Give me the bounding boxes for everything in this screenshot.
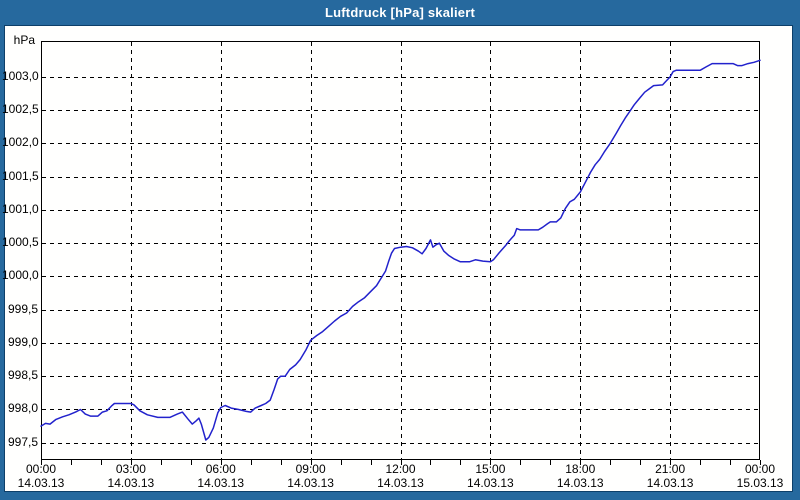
x-tick-time: 21:00: [655, 462, 686, 476]
x-tick-date: 14.03.13: [646, 475, 694, 490]
x-tick-label: 15:00 14.03.13: [458, 462, 522, 490]
x-tick-time: 18:00: [565, 462, 596, 476]
x-tick-label: 06:00 14.03.13: [189, 462, 253, 490]
chart-panel: [4, 25, 793, 492]
y-tick-label: 998,5: [7, 368, 38, 383]
x-tick-time: 12:00: [385, 462, 416, 476]
axis-box: [41, 41, 760, 460]
y-axis-unit-label: hPa: [13, 33, 35, 47]
x-tick-label: 18:00 14.03.13: [548, 462, 612, 490]
window-title: Luftdruck [hPa] skaliert: [325, 5, 475, 20]
y-tick-label: 999,5: [7, 301, 38, 316]
x-tick-time: 15:00: [475, 462, 506, 476]
x-tick-label: 09:00 14.03.13: [279, 462, 343, 490]
y-tick-label: 999,0: [7, 334, 38, 349]
pressure-series-line: [40, 59, 761, 441]
x-tick-date: 14.03.13: [377, 475, 424, 490]
x-tick-date: 14.03.13: [197, 475, 245, 490]
x-tick-label: 00:00 14.03.13: [9, 462, 73, 490]
x-tick-date: 14.03.13: [17, 475, 65, 490]
y-tick-label: 997,5: [7, 434, 38, 449]
y-tick-label: 1000,5: [2, 235, 39, 250]
x-tick-label: 03:00 14.03.13: [99, 462, 163, 490]
x-tick-label: 21:00 14.03.13: [638, 462, 702, 490]
x-tick-label: 12:00 14.03.13: [369, 462, 433, 490]
x-tick-date: 14.03.13: [467, 475, 514, 490]
x-tick-date: 14.03.13: [287, 475, 334, 490]
y-tick-label: 1002,0: [2, 135, 39, 150]
x-tick-date: 14.03.13: [556, 475, 604, 490]
x-tick-time: 03:00: [115, 462, 146, 476]
x-tick-time: 00:00: [25, 462, 57, 476]
y-tick-label: 1002,5: [2, 102, 39, 117]
x-tick-date: 15.03.13: [736, 475, 784, 490]
y-tick-label: 1001,0: [2, 201, 39, 216]
x-tick-date: 14.03.13: [107, 475, 155, 490]
x-tick-time: 00:00: [744, 462, 776, 476]
y-tick-label: 1003,0: [2, 68, 39, 83]
y-tick-label: 1001,5: [2, 168, 39, 183]
x-tick-label: 00:00 15.03.13: [728, 462, 792, 490]
window-titlebar[interactable]: Luftdruck [hPa] skaliert: [0, 0, 800, 25]
x-tick-time: 09:00: [295, 462, 326, 476]
y-tick-label: 998,0: [7, 401, 38, 416]
y-tick-label: 1000,0: [2, 268, 39, 283]
plot-area: [40, 41, 761, 465]
x-tick-time: 06:00: [205, 462, 236, 476]
